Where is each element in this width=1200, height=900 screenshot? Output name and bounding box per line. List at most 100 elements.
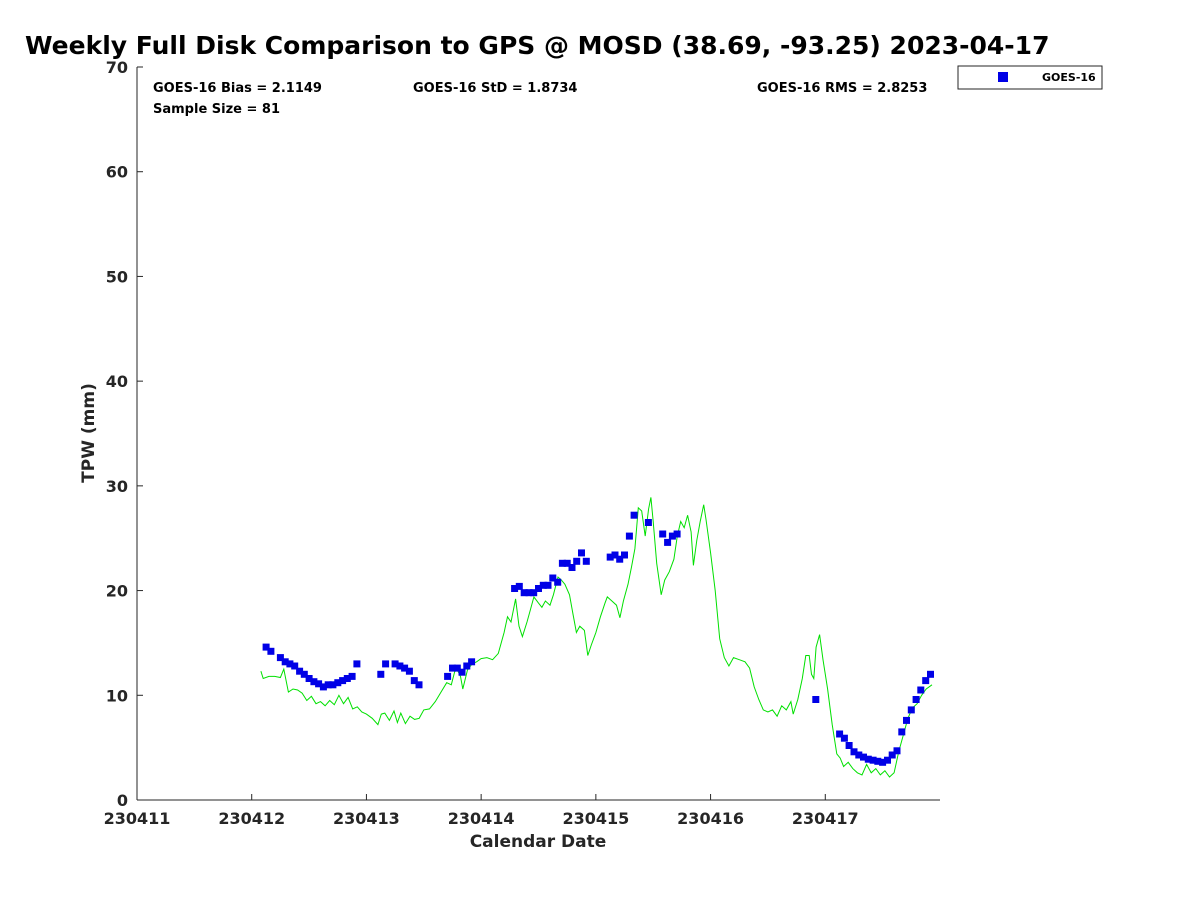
goes16-point: [578, 549, 585, 557]
x-tick-label: 230416: [677, 809, 744, 828]
y-axis-label: TPW (mm): [79, 383, 99, 483]
goes16-point: [535, 585, 542, 592]
legend-label-goes16: GOES-16: [1042, 71, 1096, 84]
goes16-point: [449, 664, 456, 672]
y-tick-label: 10: [106, 686, 128, 705]
x-tick-label: 230413: [333, 809, 400, 828]
goes16-point: [525, 589, 533, 597]
goes16-point: [463, 662, 471, 670]
goes16-point: [262, 643, 270, 651]
legend-box: [957, 65, 1103, 90]
goes16-point: [276, 654, 284, 662]
goes16-point: [544, 581, 552, 589]
goes16-point: [616, 555, 624, 563]
axes: [136, 67, 940, 801]
bias-stat: GOES-16 Bias = 2.1149: [153, 81, 322, 96]
goes16-point: [444, 672, 452, 680]
goes16-point: [319, 683, 327, 691]
goes16-point: [917, 686, 925, 694]
goes16-point: [324, 681, 332, 689]
goes16-point: [668, 532, 676, 540]
goes16-point: [611, 551, 619, 559]
goes16-point: [850, 748, 858, 756]
goes16-point: [530, 589, 538, 597]
goes16-point: [315, 680, 323, 688]
x-tick-label: 230412: [218, 809, 285, 828]
goes16-point: [582, 557, 590, 565]
goes16-point: [453, 664, 461, 672]
y-tick-label: 0: [117, 791, 128, 810]
goes16-point: [673, 530, 681, 538]
goes16-point: [329, 681, 337, 689]
goes16-point: [334, 679, 342, 687]
goes16-point: [912, 696, 920, 703]
sample-size-stat: Sample Size = 81: [153, 102, 280, 117]
legend-marker: [998, 72, 1008, 82]
goes16-point: [888, 751, 896, 759]
goes16-point: [377, 670, 385, 678]
y-tick-label: 50: [106, 267, 128, 286]
goes16-point: [812, 696, 820, 703]
goes16-point: [558, 559, 566, 567]
goes16-point: [401, 664, 409, 672]
goes16-point: [864, 755, 872, 763]
x-tick-label: 230415: [562, 809, 629, 828]
legend: GOES-16: [957, 65, 1103, 90]
goes16-point: [869, 756, 877, 764]
y-axis-ticks: 0 10 20 30 40 50 60 70: [106, 58, 143, 810]
rms-stat: GOES-16 RMS = 2.8253: [757, 81, 927, 96]
y-tick-label: 60: [106, 163, 128, 182]
goes16-point: [874, 757, 882, 765]
goes16-point: [625, 532, 633, 540]
y-tick-label: 30: [106, 477, 128, 496]
goes16-point: [405, 667, 413, 675]
goes16-point: [927, 670, 934, 678]
goes16-point: [568, 564, 576, 571]
goes16-point: [573, 557, 581, 565]
goes16-point: [879, 758, 887, 766]
goes16-point: [410, 677, 418, 685]
goes16-scatter-series: [262, 511, 934, 766]
goes16-point: [267, 647, 275, 655]
chart-title: Weekly Full Disk Comparison to GPS @ MOS…: [25, 31, 1049, 60]
x-tick-label: 230411: [104, 809, 171, 828]
goes16-point: [898, 728, 906, 736]
goes16-point: [860, 753, 867, 761]
goes16-point: [339, 677, 347, 685]
goes16-point: [296, 667, 304, 675]
y-tick-label: 70: [106, 58, 128, 77]
goes16-point: [468, 658, 476, 666]
goes16-point: [281, 658, 289, 666]
goes16-point: [606, 553, 614, 561]
goes16-point: [630, 511, 638, 519]
x-tick-label: 230417: [792, 809, 859, 828]
goes16-point: [644, 519, 652, 526]
goes16-point: [907, 706, 915, 714]
goes16-point: [922, 677, 930, 685]
goes16-point: [310, 678, 318, 686]
goes16-point: [893, 747, 901, 755]
goes16-point: [291, 662, 299, 670]
std-stat: GOES-16 StD = 1.8734: [413, 81, 577, 96]
x-tick-label: 230414: [448, 809, 515, 828]
goes16-point: [305, 675, 313, 682]
gps-line-series: [260, 497, 933, 778]
goes16-point: [286, 660, 294, 668]
goes16-point: [382, 660, 390, 668]
goes16-point: [554, 578, 562, 586]
goes16-point: [515, 582, 523, 590]
goes16-point: [300, 670, 308, 678]
goes16-point: [396, 662, 404, 670]
goes16-point: [458, 668, 466, 676]
goes16-point: [664, 538, 672, 546]
y-tick-label: 20: [106, 582, 128, 601]
goes16-point: [840, 734, 848, 742]
goes16-point: [903, 716, 910, 724]
goes16-point: [343, 675, 351, 682]
goes16-point: [549, 574, 557, 582]
goes16-point: [563, 559, 571, 567]
y-tick-label: 40: [106, 372, 128, 391]
goes16-point: [353, 660, 361, 668]
